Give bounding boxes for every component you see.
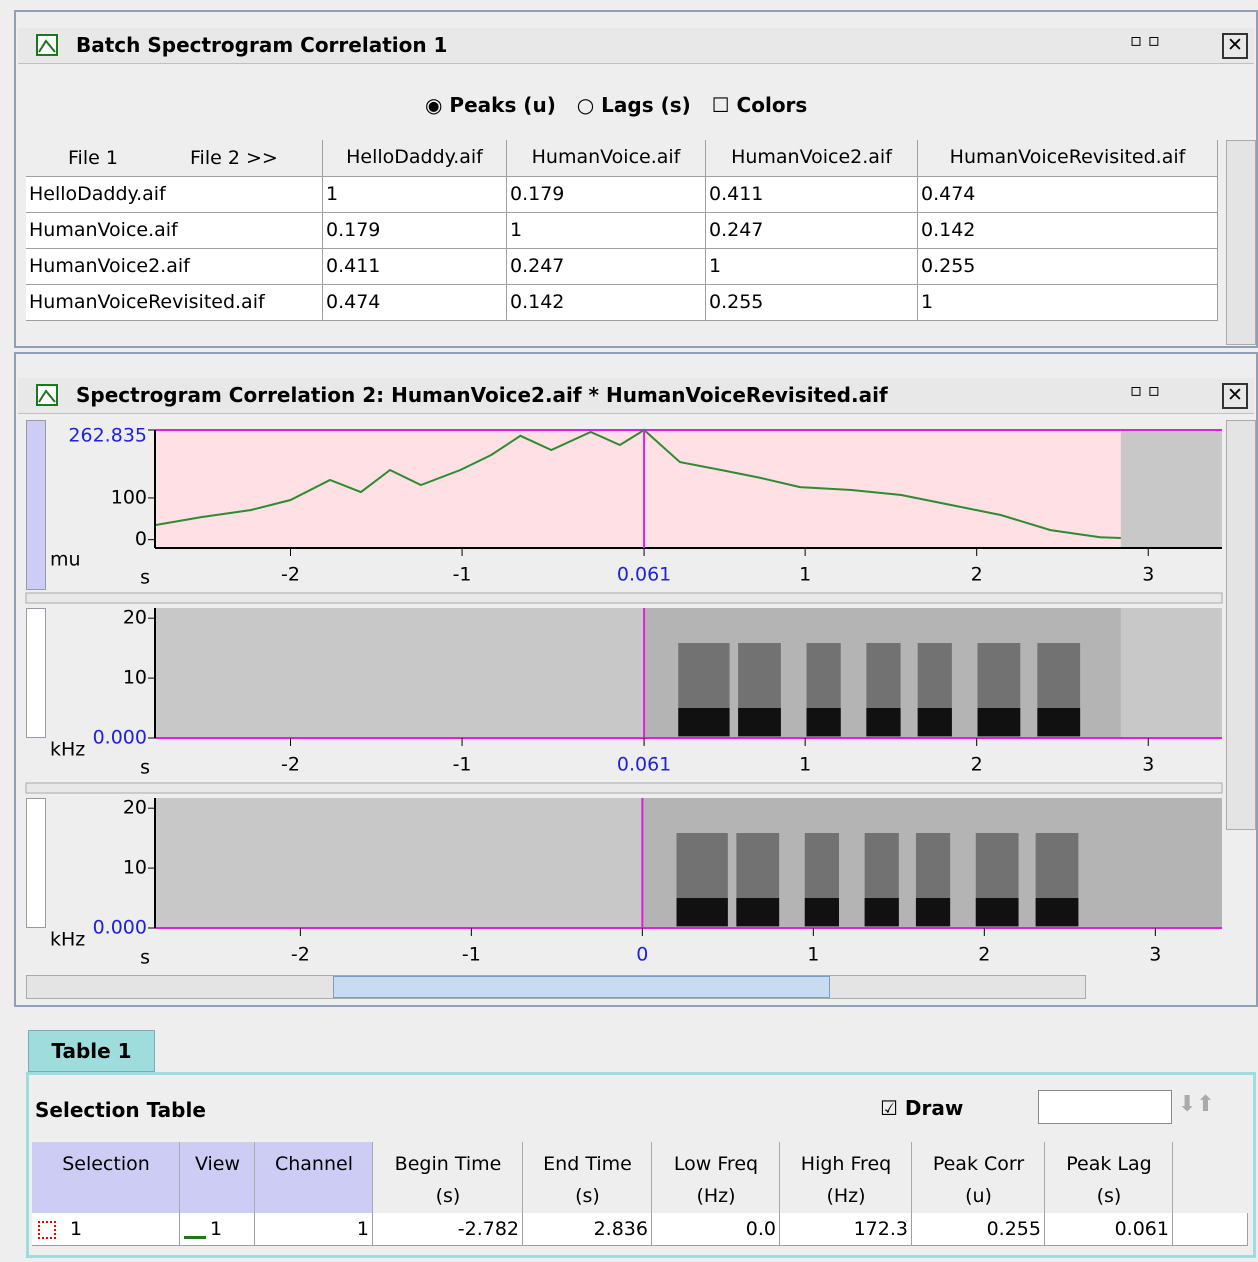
cell: 0.255 — [912, 1213, 1045, 1246]
panel-divider — [26, 593, 1222, 603]
spectrogram-energy — [976, 898, 1019, 926]
header-name: High Freq — [780, 1150, 912, 1178]
x-tick-label: 0 — [636, 944, 648, 966]
spectrogram-energy — [865, 898, 899, 926]
cell: 1 — [255, 1213, 373, 1246]
y-tick-label: 262.835 — [68, 425, 147, 447]
x-tick-label: -1 — [453, 754, 472, 776]
x-unit: s — [140, 567, 150, 589]
header-filler — [1173, 1142, 1248, 1213]
cell: 0.061 — [1045, 1213, 1173, 1246]
x-tick-label: -2 — [281, 754, 300, 776]
x-tick-label: 2 — [971, 564, 983, 586]
spectrogram-energy — [1037, 708, 1080, 736]
header-unit: (Hz) — [652, 1182, 780, 1210]
tab[interactable]: Table 1 — [28, 1030, 155, 1072]
x-tick-label: 2 — [971, 754, 983, 776]
header-name: Peak Corr — [912, 1150, 1045, 1178]
header-name: Selection — [32, 1150, 180, 1178]
header-name: Peak Lag — [1045, 1150, 1173, 1178]
spectrogram-energy — [866, 708, 900, 736]
view-icon — [184, 1219, 206, 1239]
search-input[interactable] — [1038, 1090, 1172, 1124]
spectrogram-energy — [678, 708, 729, 736]
spectrogram-energy — [807, 708, 841, 736]
header-name: Channel — [255, 1150, 373, 1178]
y-tick-label: 0.000 — [93, 917, 147, 939]
y-unit: kHz — [50, 929, 85, 951]
spectrogram-energy — [918, 708, 952, 736]
header-unit: (s) — [373, 1182, 523, 1210]
label: Draw — [905, 1096, 963, 1120]
y-unit: kHz — [50, 739, 85, 761]
x-tick-label: -1 — [462, 944, 481, 966]
spectrogram-energy — [738, 708, 781, 736]
table-title: Selection Table — [35, 1095, 206, 1125]
x-tick-label: 3 — [1142, 564, 1154, 586]
x-unit: s — [140, 947, 150, 969]
header-name: Low Freq — [652, 1150, 780, 1178]
header-unit: (Hz) — [780, 1182, 912, 1210]
header-unit: (u) — [912, 1182, 1045, 1210]
header-unit: (s) — [1045, 1182, 1173, 1210]
spectrogram-energy — [1036, 898, 1079, 926]
x-tick-label: 0.061 — [617, 754, 671, 776]
spectrogram-energy — [736, 898, 779, 926]
x-tick-label: 1 — [799, 754, 811, 776]
x-tick-label: -2 — [291, 944, 310, 966]
header-name: Begin Time — [373, 1150, 523, 1178]
page: Batch Spectrogram Correlation 1 ▫ ▫ ✕ ◉ … — [0, 0, 1258, 1262]
spectrogram-energy — [677, 898, 728, 926]
panel-divider — [26, 783, 1222, 793]
x-tick-label: 3 — [1142, 754, 1154, 776]
x-tick-label: 1 — [807, 944, 819, 966]
y-tick-label: 10 — [123, 857, 147, 879]
y-tick-label: 0 — [135, 528, 147, 550]
x-unit: s — [140, 757, 150, 779]
selection-icon — [38, 1221, 56, 1239]
header-name: View — [180, 1150, 255, 1178]
spectrogram-energy — [916, 898, 950, 926]
x-tick-label: 3 — [1149, 944, 1161, 966]
y-tick-label: 100 — [111, 486, 147, 508]
cell: -2.782 — [373, 1213, 523, 1246]
selection-area — [155, 430, 1121, 548]
spectrogram-energy — [805, 898, 839, 926]
x-tick-label: -1 — [453, 564, 472, 586]
sort-buttons[interactable]: ⬇⬆ — [1178, 1092, 1248, 1124]
cell: 2.836 — [523, 1213, 652, 1246]
spectrogram-energy — [978, 708, 1021, 736]
y-tick-label: 10 — [123, 667, 147, 689]
cell — [1173, 1213, 1248, 1246]
cell: 0.0 — [652, 1213, 780, 1246]
y-tick-label: 20 — [123, 607, 147, 629]
x-tick-label: -2 — [281, 564, 300, 586]
y-tick-label: 0.000 — [93, 727, 147, 749]
y-unit: mu — [50, 549, 81, 571]
x-tick-label: 1 — [799, 564, 811, 586]
y-tick-label: 20 — [123, 797, 147, 819]
cell: 172.3 — [780, 1213, 912, 1246]
x-tick-label: 2 — [978, 944, 990, 966]
x-tick-label: 0.061 — [617, 564, 671, 586]
header-name: End Time — [523, 1150, 652, 1178]
header-unit: (s) — [523, 1182, 652, 1210]
draw-checkbox[interactable]: ☑ Draw — [880, 1093, 963, 1123]
